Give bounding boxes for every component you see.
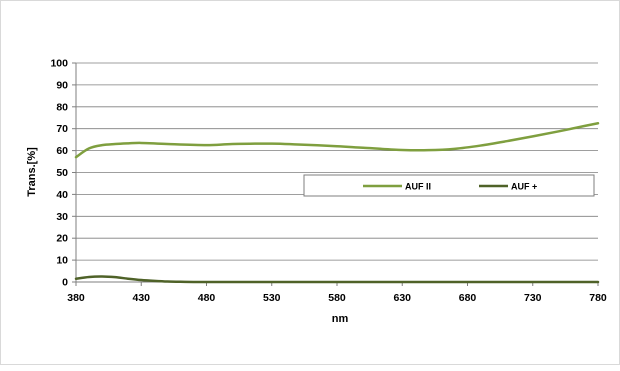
gridlines	[76, 62, 598, 261]
y-tick-label-70: 70	[56, 123, 68, 135]
y-tick-label-0: 0	[62, 277, 68, 289]
x-tick-label-580: 580	[328, 292, 346, 304]
y-tick-label-100: 100	[50, 58, 68, 70]
series-line-auf-plus	[74, 275, 600, 284]
y-tick-label-80: 80	[56, 101, 68, 113]
x-tick-label-730: 730	[524, 292, 542, 304]
x-tick-label-480: 480	[198, 292, 216, 304]
x-tick-label-780: 780	[589, 292, 607, 304]
y-tick-label-40: 40	[56, 189, 68, 201]
x-tick-label-630: 630	[393, 292, 411, 304]
x-axis-label: nm	[332, 313, 349, 325]
legend: AUF II AUF +	[303, 174, 595, 197]
y-tick-label-10: 10	[56, 255, 68, 267]
x-tick-label-430: 430	[132, 292, 150, 304]
y-tick-label-60: 60	[56, 145, 68, 157]
y-tick-label-90: 90	[56, 79, 68, 91]
x-tick-label-380: 380	[67, 292, 85, 304]
y-tick-label-20: 20	[56, 233, 68, 245]
legend-box	[303, 174, 595, 197]
legend-label-auf-ii: AUF II	[405, 182, 431, 192]
y-tick-label-50: 50	[56, 167, 68, 179]
y-axis-label: Trans.[%]	[26, 147, 38, 197]
series-lines	[74, 121, 600, 284]
legend-label-auf-plus: AUF +	[511, 182, 537, 192]
x-tick-label-530: 530	[263, 292, 281, 304]
tick-labels: 0 10 20 30 40 50 60 70 80 90 100 380 430 480 530 580 630…	[50, 58, 606, 305]
y-tick-label-30: 30	[56, 211, 68, 223]
series-line-auf-ii	[74, 121, 600, 159]
x-tick-label-680: 680	[459, 292, 477, 304]
